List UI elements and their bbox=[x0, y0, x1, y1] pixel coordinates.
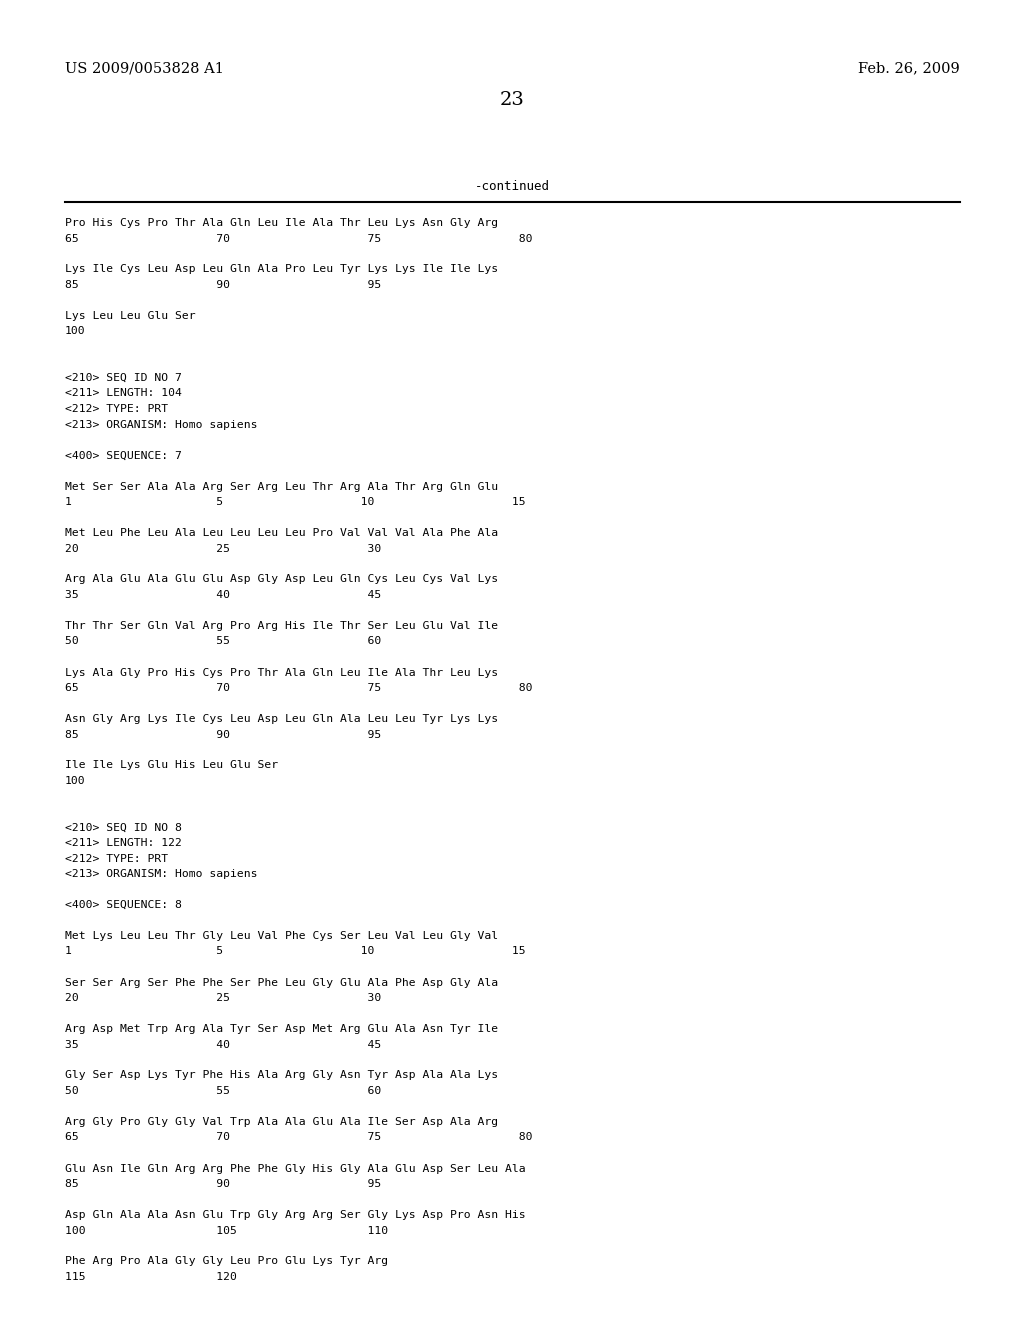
Text: 65                    70                    75                    80: 65 70 75 80 bbox=[65, 1133, 532, 1143]
Text: Pro His Cys Pro Thr Ala Gln Leu Ile Ala Thr Leu Lys Asn Gly Arg: Pro His Cys Pro Thr Ala Gln Leu Ile Ala … bbox=[65, 218, 498, 228]
Text: 35                    40                    45: 35 40 45 bbox=[65, 590, 381, 601]
Text: <210> SEQ ID NO 7: <210> SEQ ID NO 7 bbox=[65, 374, 182, 383]
Text: Asp Gln Ala Ala Asn Glu Trp Gly Arg Arg Ser Gly Lys Asp Pro Asn His: Asp Gln Ala Ala Asn Glu Trp Gly Arg Arg … bbox=[65, 1210, 525, 1220]
Text: Gly Ser Asp Lys Tyr Phe His Ala Arg Gly Asn Tyr Asp Ala Ala Lys: Gly Ser Asp Lys Tyr Phe His Ala Arg Gly … bbox=[65, 1071, 498, 1081]
Text: <211> LENGTH: 104: <211> LENGTH: 104 bbox=[65, 388, 182, 399]
Text: 85                    90                    95: 85 90 95 bbox=[65, 730, 381, 739]
Text: <213> ORGANISM: Homo sapiens: <213> ORGANISM: Homo sapiens bbox=[65, 420, 257, 429]
Text: 23: 23 bbox=[500, 91, 524, 110]
Text: <212> TYPE: PRT: <212> TYPE: PRT bbox=[65, 854, 168, 863]
Text: Met Ser Ser Ala Ala Arg Ser Arg Leu Thr Arg Ala Thr Arg Gln Glu: Met Ser Ser Ala Ala Arg Ser Arg Leu Thr … bbox=[65, 482, 498, 491]
Text: 20                    25                    30: 20 25 30 bbox=[65, 993, 381, 1003]
Text: Ile Ile Lys Glu His Leu Glu Ser: Ile Ile Lys Glu His Leu Glu Ser bbox=[65, 760, 279, 771]
Text: 100: 100 bbox=[65, 326, 86, 337]
Text: 100                   105                   110: 100 105 110 bbox=[65, 1225, 388, 1236]
Text: <212> TYPE: PRT: <212> TYPE: PRT bbox=[65, 404, 168, 414]
Text: 85                    90                    95: 85 90 95 bbox=[65, 1179, 381, 1189]
Text: Glu Asn Ile Gln Arg Arg Phe Phe Gly His Gly Ala Glu Asp Ser Leu Ala: Glu Asn Ile Gln Arg Arg Phe Phe Gly His … bbox=[65, 1163, 525, 1173]
Text: 50                    55                    60: 50 55 60 bbox=[65, 1086, 381, 1096]
Text: Ser Ser Arg Ser Phe Phe Ser Phe Leu Gly Glu Ala Phe Asp Gly Ala: Ser Ser Arg Ser Phe Phe Ser Phe Leu Gly … bbox=[65, 978, 498, 987]
Text: -continued: -continued bbox=[474, 180, 550, 193]
Text: <211> LENGTH: 122: <211> LENGTH: 122 bbox=[65, 838, 182, 847]
Text: Met Leu Phe Leu Ala Leu Leu Leu Leu Pro Val Val Val Ala Phe Ala: Met Leu Phe Leu Ala Leu Leu Leu Leu Pro … bbox=[65, 528, 498, 539]
Text: Phe Arg Pro Ala Gly Gly Leu Pro Glu Lys Tyr Arg: Phe Arg Pro Ala Gly Gly Leu Pro Glu Lys … bbox=[65, 1257, 388, 1266]
Text: <210> SEQ ID NO 8: <210> SEQ ID NO 8 bbox=[65, 822, 182, 833]
Text: Thr Thr Ser Gln Val Arg Pro Arg His Ile Thr Ser Leu Glu Val Ile: Thr Thr Ser Gln Val Arg Pro Arg His Ile … bbox=[65, 620, 498, 631]
Text: 1                     5                    10                    15: 1 5 10 15 bbox=[65, 946, 525, 957]
Text: Lys Leu Leu Glu Ser: Lys Leu Leu Glu Ser bbox=[65, 312, 196, 321]
Text: 65                    70                    75                    80: 65 70 75 80 bbox=[65, 682, 532, 693]
Text: 1                     5                    10                    15: 1 5 10 15 bbox=[65, 498, 525, 507]
Text: Met Lys Leu Leu Thr Gly Leu Val Phe Cys Ser Leu Val Leu Gly Val: Met Lys Leu Leu Thr Gly Leu Val Phe Cys … bbox=[65, 931, 498, 941]
Text: Arg Ala Glu Ala Glu Glu Asp Gly Asp Leu Gln Cys Leu Cys Val Lys: Arg Ala Glu Ala Glu Glu Asp Gly Asp Leu … bbox=[65, 574, 498, 585]
Text: Arg Gly Pro Gly Gly Val Trp Ala Ala Glu Ala Ile Ser Asp Ala Arg: Arg Gly Pro Gly Gly Val Trp Ala Ala Glu … bbox=[65, 1117, 498, 1127]
Text: <213> ORGANISM: Homo sapiens: <213> ORGANISM: Homo sapiens bbox=[65, 869, 257, 879]
Text: 85                    90                    95: 85 90 95 bbox=[65, 280, 381, 290]
Text: <400> SEQUENCE: 7: <400> SEQUENCE: 7 bbox=[65, 450, 182, 461]
Text: US 2009/0053828 A1: US 2009/0053828 A1 bbox=[65, 61, 224, 75]
Text: Lys Ile Cys Leu Asp Leu Gln Ala Pro Leu Tyr Lys Lys Ile Ile Lys: Lys Ile Cys Leu Asp Leu Gln Ala Pro Leu … bbox=[65, 264, 498, 275]
Text: Feb. 26, 2009: Feb. 26, 2009 bbox=[858, 61, 961, 75]
Text: Asn Gly Arg Lys Ile Cys Leu Asp Leu Gln Ala Leu Leu Tyr Lys Lys: Asn Gly Arg Lys Ile Cys Leu Asp Leu Gln … bbox=[65, 714, 498, 723]
Text: Arg Asp Met Trp Arg Ala Tyr Ser Asp Met Arg Glu Ala Asn Tyr Ile: Arg Asp Met Trp Arg Ala Tyr Ser Asp Met … bbox=[65, 1024, 498, 1034]
Text: 50                    55                    60: 50 55 60 bbox=[65, 636, 381, 647]
Text: 35                    40                    45: 35 40 45 bbox=[65, 1040, 381, 1049]
Text: 115                   120: 115 120 bbox=[65, 1272, 237, 1282]
Text: 100: 100 bbox=[65, 776, 86, 785]
Text: <400> SEQUENCE: 8: <400> SEQUENCE: 8 bbox=[65, 900, 182, 909]
Text: Lys Ala Gly Pro His Cys Pro Thr Ala Gln Leu Ile Ala Thr Leu Lys: Lys Ala Gly Pro His Cys Pro Thr Ala Gln … bbox=[65, 668, 498, 677]
Text: 65                    70                    75                    80: 65 70 75 80 bbox=[65, 234, 532, 243]
Text: 20                    25                    30: 20 25 30 bbox=[65, 544, 381, 553]
